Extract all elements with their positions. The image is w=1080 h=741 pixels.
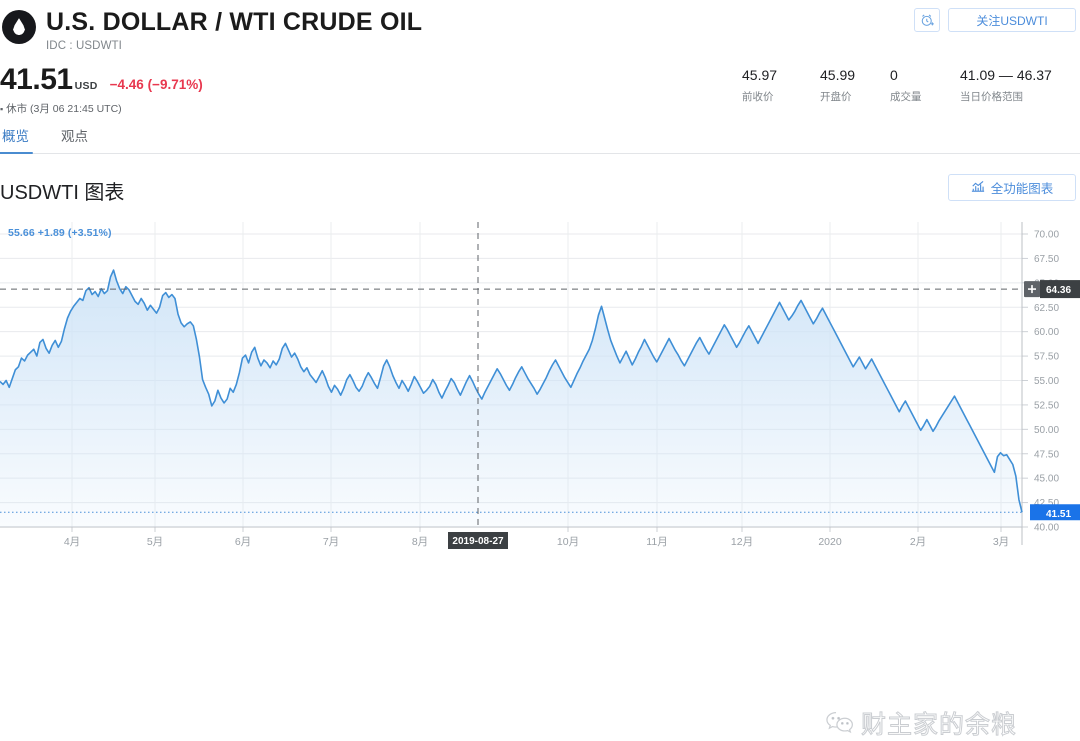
y-axis-tick: 70.00 — [1034, 230, 1059, 241]
x-axis-tick: 10月 — [557, 536, 579, 548]
stat-label: 成交量 — [890, 91, 922, 104]
stat-day-range: 41.09 — 46.37 当日价格范围 — [960, 67, 1080, 104]
stat-value: 45.99 — [820, 67, 856, 84]
y-axis-tick: 62.50 — [1034, 303, 1059, 314]
x-axis-tick: 2月 — [910, 536, 926, 548]
x-axis-tick: 11月 — [646, 536, 667, 548]
tab-opinions[interactable]: 观点 — [61, 129, 88, 145]
y-axis-tick: 52.50 — [1034, 401, 1059, 412]
price-change: −4.46 (−9.71%) — [109, 77, 203, 93]
y-axis-tick: 40.00 — [1034, 523, 1059, 534]
stat-previous-close: 45.97 前收价 — [742, 67, 820, 104]
price-block: 41.51 USD −4.46 (−9.71%) — [0, 65, 1080, 95]
stat-open: 45.99 开盘价 — [820, 67, 890, 104]
x-axis-tick: 2020 — [818, 536, 842, 548]
chart-title: USDWTI 图表 — [0, 182, 125, 205]
watermark-text: 财主家的余粮 — [860, 710, 1018, 740]
x-axis-tick: 12月 — [731, 536, 753, 548]
instrument-title-row: U.S. DOLLAR / WTI CRUDE OIL IDC : USDWTI — [0, 8, 1080, 52]
y-axis-tick: 57.50 — [1034, 352, 1059, 363]
page-header: U.S. DOLLAR / WTI CRUDE OIL IDC : USDWTI… — [0, 0, 1080, 52]
y-axis-tick: 47.50 — [1034, 450, 1059, 461]
stat-value: 0 — [890, 67, 898, 84]
stat-volume: 0 成交量 — [890, 67, 960, 104]
full-chart-button-label: 全功能图表 — [990, 182, 1054, 197]
svg-text:64.36: 64.36 — [1046, 285, 1071, 296]
y-axis-tick: 67.50 — [1034, 254, 1059, 265]
market-status-text: 休市 (3月 06 21:45 UTC) — [6, 103, 122, 116]
tab-overview[interactable]: 概览 — [0, 125, 33, 155]
instrument-name-block: U.S. DOLLAR / WTI CRUDE OIL IDC : USDWTI — [46, 8, 423, 53]
full-chart-button[interactable]: 全功能图表 — [948, 174, 1076, 202]
alarm-clock-plus-icon[interactable] — [914, 8, 940, 32]
stat-value: 41.09 — 46.37 — [960, 67, 1052, 84]
svg-text:41.51: 41.51 — [1046, 509, 1071, 520]
x-axis-tick: 3月 — [993, 536, 1009, 548]
stat-value: 45.97 — [742, 67, 778, 84]
chart-canvas[interactable]: 70.0067.5065.0062.5060.0057.5055.0052.50… — [0, 222, 1080, 552]
x-axis-tick: 8月 — [412, 536, 428, 548]
status-dot-icon: ▪ — [0, 104, 4, 115]
chart-header: USDWTI 图表 全功能图表 — [0, 174, 1080, 210]
wechat-icon — [825, 710, 855, 736]
price-currency: USD — [74, 80, 98, 93]
oil-drop-icon — [2, 10, 36, 44]
quote-stats: 45.97 前收价 45.99 开盘价 0 成交量 41.09 — 46.37 … — [742, 67, 1080, 104]
x-axis-tick: 6月 — [235, 536, 251, 548]
chart-legend: 55.66 +1.89 (+3.51%) — [8, 227, 112, 240]
current-price: 41.51 — [0, 63, 73, 97]
watermark: 财主家的余粮 — [825, 705, 1017, 741]
y-axis-tick: 42.50 — [1034, 498, 1059, 509]
stat-label: 当日价格范围 — [960, 91, 1023, 104]
quote-row: 41.51 USD −4.46 (−9.71%) ▪ 休市 (3月 06 21:… — [0, 65, 1080, 116]
current-price-badge: 41.51 — [1030, 504, 1080, 521]
stat-label: 开盘价 — [820, 91, 852, 104]
chart-line — [0, 269, 1023, 513]
page-title: U.S. DOLLAR / WTI CRUDE OIL — [46, 8, 423, 36]
x-axis-tick: 4月 — [64, 536, 80, 548]
y-axis-tick: 50.00 — [1034, 425, 1059, 436]
y-axis-tick: 45.00 — [1034, 474, 1059, 485]
y-axis-tick: 60.00 — [1034, 327, 1059, 338]
crosshair-date-badge: 2019-08-27 — [448, 532, 508, 550]
tab-bar: 概览 观点 — [0, 125, 1080, 155]
header-actions: 关注USDWTI — [914, 8, 1076, 32]
x-axis-tick: 7月 — [323, 536, 339, 548]
crosshair-price-badge: 64.36 — [1040, 280, 1080, 299]
stat-label: 前收价 — [742, 91, 774, 104]
chart-area-fill — [0, 270, 1022, 528]
y-axis-tick: 55.00 — [1034, 376, 1059, 387]
crosshair-plus-icon — [1024, 281, 1040, 298]
exchange-symbol: IDC : USDWTI — [46, 40, 122, 53]
x-axis-tick: 5月 — [147, 536, 163, 548]
line-chart-icon — [971, 180, 985, 196]
price-chart[interactable]: 70.0067.5065.0062.5060.0057.5055.0052.50… — [0, 222, 1080, 740]
svg-text:2019-08-27: 2019-08-27 — [452, 536, 504, 547]
follow-button[interactable]: 关注USDWTI — [948, 8, 1076, 32]
market-status: ▪ 休市 (3月 06 21:45 UTC) — [0, 101, 1080, 116]
